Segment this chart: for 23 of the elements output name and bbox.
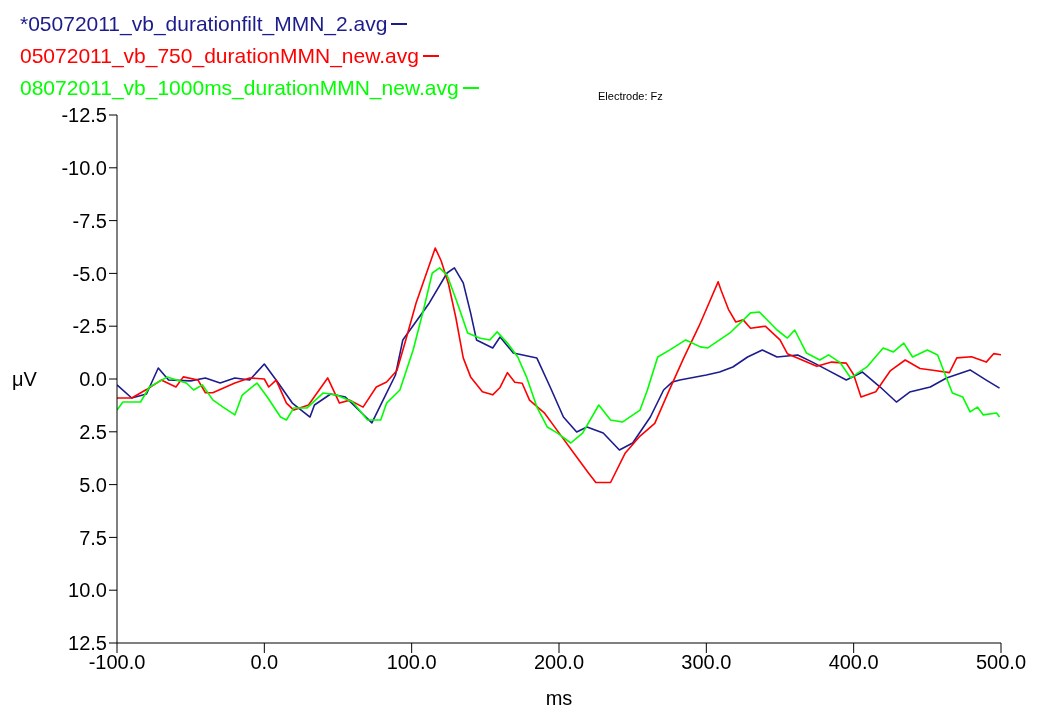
line-series	[117, 247, 1001, 484]
x-tick-label: 0.0	[250, 651, 279, 674]
x-tick-label: 500.0	[975, 651, 1027, 674]
y-tick-label: -2.5	[72, 315, 107, 338]
legend-label: *05072011_vb_durationfilt_MMN_2.avg	[20, 11, 388, 38]
y-tick-label: -5.0	[72, 262, 107, 285]
y-tick-label: -7.5	[72, 209, 107, 232]
legend-label: 08072011_vb_1000ms_durationMMN_new.avg	[20, 75, 459, 102]
y-tick-label: 2.5	[79, 420, 107, 443]
x-tick-label: 200.0	[533, 651, 585, 674]
y-tick-label: 5.0	[79, 473, 107, 496]
y-tick-label: 10.0	[68, 579, 107, 602]
legend-label: 05072011_vb_750_durationMMN_new.avg	[20, 43, 419, 70]
y-axis-title: μV	[12, 368, 38, 391]
x-tick-label: 300.0	[681, 651, 732, 674]
y-tick-label: -12.5	[61, 104, 107, 127]
x-tick-label: 400.0	[828, 651, 879, 674]
y-tick-label: -10.0	[61, 156, 107, 179]
y-tick-label: 0.0	[79, 368, 107, 391]
x-axis-title: ms	[545, 687, 573, 709]
x-tick-label: 100.0	[386, 651, 437, 674]
text: Electrode: Fz	[598, 90, 663, 102]
y-tick-label: 7.5	[79, 526, 107, 549]
